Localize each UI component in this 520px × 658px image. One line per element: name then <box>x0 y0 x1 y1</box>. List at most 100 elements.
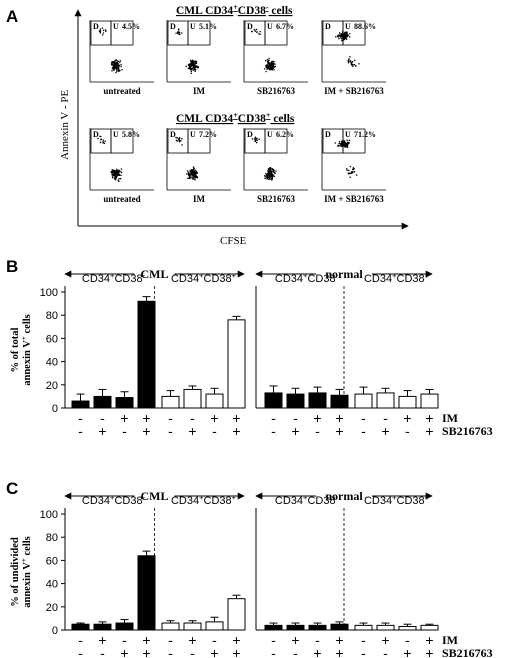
treatment-sign: - <box>271 632 276 648</box>
treatment-sign: - <box>383 410 388 426</box>
event-dot <box>191 172 194 174</box>
event-dot <box>117 67 119 69</box>
bar <box>137 300 156 409</box>
event-dot <box>194 176 196 179</box>
event-dot <box>178 139 180 141</box>
event-dot <box>116 64 119 66</box>
section-label: CML <box>141 489 169 503</box>
event-dot <box>112 64 114 66</box>
treatment-sign: + <box>381 423 389 439</box>
gate-percentage: 4.5% <box>122 22 140 31</box>
event-dot <box>195 171 198 174</box>
event-dot <box>270 68 273 70</box>
event-dot <box>197 66 199 69</box>
event-dot <box>267 172 269 174</box>
event-dot <box>271 176 273 178</box>
treatment-sign: + <box>232 645 240 658</box>
event-dot <box>256 31 258 33</box>
plot-label: IM <box>193 86 206 96</box>
event-dot <box>349 176 351 179</box>
event-dot <box>194 178 196 181</box>
gate-u-label: U <box>345 130 351 139</box>
event-dot <box>101 27 104 29</box>
event-dot <box>343 33 345 35</box>
event-dot <box>175 32 177 35</box>
event-dot <box>258 33 260 35</box>
event-dot <box>334 142 336 144</box>
event-dot <box>115 71 117 74</box>
y-tick-label: 20 <box>46 602 58 614</box>
event-dot <box>99 32 102 34</box>
bar <box>354 624 373 631</box>
treatment-sign: + <box>142 645 150 658</box>
plot-label: IM <box>193 194 206 204</box>
event-dot <box>181 137 183 140</box>
bar <box>93 623 112 631</box>
section-label: normal <box>325 489 363 503</box>
y-axis-label-line2: annexin V+ cells <box>20 314 33 386</box>
gate-percentage: 71.2% <box>354 130 376 139</box>
event-dot <box>353 63 356 66</box>
treatment-sign: - <box>78 423 83 439</box>
gate-d-label: D <box>247 22 253 31</box>
event-dot <box>101 34 104 36</box>
event-dot <box>111 169 113 171</box>
event-dot <box>120 171 123 174</box>
y-tick-label: 40 <box>46 357 58 369</box>
event-dot <box>190 68 192 70</box>
gate-u-label: U <box>190 130 196 139</box>
event-dot <box>112 61 114 64</box>
event-dot <box>335 36 337 38</box>
treatment-name: SB216763 <box>442 424 493 438</box>
event-dot <box>195 62 197 65</box>
treatment-sign: + <box>210 645 218 658</box>
treatment-sign: - <box>293 645 298 658</box>
event-dot <box>177 30 179 33</box>
event-dot <box>121 68 123 71</box>
event-dot <box>271 60 273 63</box>
event-dot <box>188 63 190 66</box>
event-dot <box>270 168 272 171</box>
event-dot <box>349 172 351 174</box>
treatment-sign: - <box>100 645 105 658</box>
event-dot <box>337 35 340 38</box>
event-dot <box>116 168 118 171</box>
bar <box>205 621 224 631</box>
event-dot <box>267 168 270 170</box>
treatment-sign: - <box>212 423 217 439</box>
event-dot <box>193 173 196 175</box>
event-dot <box>352 167 355 169</box>
event-dot <box>190 59 192 62</box>
flow-plot: D U 4.5% untreated <box>89 20 154 96</box>
event-dot <box>113 178 116 180</box>
event-dot <box>254 30 257 32</box>
gate-u-label: U <box>267 22 273 31</box>
treatment-sign: - <box>405 632 410 648</box>
event-dot <box>350 61 352 64</box>
treatment-sign: + <box>335 410 343 426</box>
treatment-name: SB216763 <box>442 646 493 658</box>
event-dot <box>116 173 118 175</box>
event-dot <box>268 68 271 71</box>
gate-d-label: D <box>170 130 176 139</box>
event-dot <box>120 65 122 68</box>
treatment-sign: + <box>188 632 196 648</box>
event-dot <box>176 140 179 142</box>
event-dot <box>269 167 272 169</box>
gate-u-label: U <box>113 22 119 31</box>
event-dot <box>269 173 272 176</box>
treatment-sign: - <box>190 645 195 658</box>
event-dot <box>193 67 195 70</box>
treatment-sign: - <box>190 410 195 426</box>
event-dot <box>111 64 113 66</box>
event-dot <box>97 137 99 140</box>
event-dot <box>275 170 277 172</box>
event-dot <box>181 144 183 146</box>
event-dot <box>189 170 192 172</box>
event-dot <box>347 34 349 36</box>
plot-label: untreated <box>103 194 140 204</box>
treatment-sign: - <box>315 423 320 439</box>
gate-u-label: U <box>345 22 351 31</box>
event-dot <box>194 169 196 172</box>
event-dot <box>99 135 102 138</box>
